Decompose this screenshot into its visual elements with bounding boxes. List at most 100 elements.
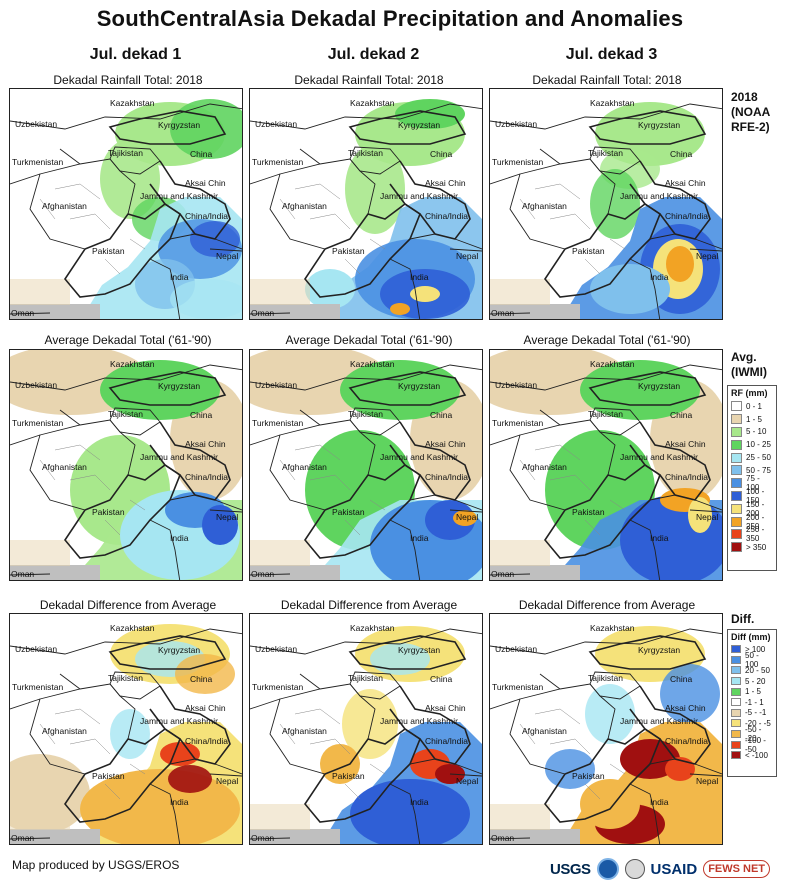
precipitation-field bbox=[250, 350, 482, 580]
legend-label: 250 - 350 bbox=[746, 525, 765, 544]
legend-item: -1 - 1 bbox=[731, 697, 774, 708]
map-label-afghanistan: Afghanistan bbox=[522, 726, 567, 736]
map-label-oman: Oman bbox=[11, 833, 34, 843]
province-borders bbox=[39, 708, 146, 800]
map-label-aksai-chin: Aksai Chin bbox=[425, 439, 466, 449]
legend-label: 0 - 1 bbox=[746, 401, 763, 411]
rainfall-legend: RF (mm) 0 - 1 1 - 5 5 - 10 10 - 25 25 - 50 50… bbox=[727, 385, 777, 571]
map-label-china-india: China/India bbox=[425, 472, 468, 482]
map-label-oman: Oman bbox=[11, 569, 34, 579]
legend-swatch bbox=[731, 503, 742, 514]
legend-item: 25 - 50 bbox=[731, 451, 774, 464]
province-borders bbox=[519, 708, 626, 800]
map-label-aksai-chin: Aksai Chin bbox=[185, 439, 226, 449]
map-average-dekad-1: Kazakhstan Uzbekistan Kyrgyzstan Tajikistan… bbox=[9, 349, 243, 581]
map-label-uzbekistan: Uzbekistan bbox=[255, 119, 297, 129]
subtitle-rainfall-1: Dekadal Rainfall Total: 2018 bbox=[53, 73, 203, 87]
map-label-india: India bbox=[410, 797, 429, 807]
map-label-kazakhstan: Kazakhstan bbox=[110, 98, 155, 108]
map-label-afghanistan: Afghanistan bbox=[42, 201, 87, 211]
map-label-afghanistan: Afghanistan bbox=[282, 726, 327, 736]
legend-label: -1 - 1 bbox=[745, 697, 764, 707]
map-label-china: China bbox=[670, 674, 692, 684]
legend-item: 10 - 25 bbox=[731, 438, 774, 451]
map-label-kyrgyzstan: Kyrgyzstan bbox=[638, 381, 680, 391]
map-label-uzbekistan: Uzbekistan bbox=[15, 119, 57, 129]
map-label-uzbekistan: Uzbekistan bbox=[495, 644, 537, 654]
precipitation-field bbox=[10, 350, 242, 580]
difference-legend: Diff (mm) > 100 50 - 100 20 - 50 5 - 20 1 - … bbox=[727, 629, 777, 777]
map-label-turkmenistan: Turkmenistan bbox=[12, 418, 63, 428]
legend-label: 5 - 10 bbox=[746, 427, 767, 437]
map-label-nepal: Nepal bbox=[216, 776, 238, 786]
column-header-dekad-1: Jul. dekad 1 bbox=[89, 46, 182, 63]
usgs-logo: USGS bbox=[550, 860, 591, 878]
map-label-oman: Oman bbox=[11, 308, 34, 318]
map-label-tajikistan: Tajikistan bbox=[588, 409, 623, 419]
province-borders bbox=[279, 708, 386, 800]
map-label-jammu-kashmir: Jammu and Kashmir bbox=[620, 716, 698, 726]
map-label-nepal: Nepal bbox=[696, 251, 718, 261]
credit-text: Map produced by USGS/EROS bbox=[12, 858, 180, 872]
map-label-kyrgyzstan: Kyrgyzstan bbox=[158, 120, 200, 130]
legend-swatch bbox=[731, 426, 742, 437]
map-label-india: India bbox=[650, 533, 669, 543]
map-label-jammu-kashmir: Jammu and Kashmir bbox=[140, 716, 218, 726]
country-borders bbox=[490, 364, 722, 580]
province-borders bbox=[39, 444, 146, 536]
legend-swatch bbox=[731, 414, 742, 425]
map-label-china-india: China/India bbox=[425, 736, 468, 746]
legend-swatch bbox=[731, 465, 742, 476]
legend-swatch bbox=[731, 655, 741, 664]
map-label-aksai-chin: Aksai Chin bbox=[665, 703, 706, 713]
map-label-oman: Oman bbox=[251, 833, 274, 843]
legend-swatch bbox=[731, 698, 741, 707]
map-label-china: China bbox=[430, 674, 452, 684]
map-label-nepal: Nepal bbox=[456, 512, 478, 522]
map-label-afghanistan: Afghanistan bbox=[282, 201, 327, 211]
side-label-2018: 2018 (NOAA RFE-2) bbox=[731, 90, 771, 134]
map-label-aksai-chin: Aksai Chin bbox=[185, 178, 226, 188]
map-label-kazakhstan: Kazakhstan bbox=[590, 623, 635, 633]
map-label-china-india: China/India bbox=[665, 472, 708, 482]
map-label-china: China bbox=[670, 410, 692, 420]
subtitle-average-1: Average Dekadal Total ('61-'90) bbox=[44, 333, 212, 347]
legend-swatch bbox=[731, 740, 741, 749]
subtitle-average-3: Average Dekadal Total ('61-'90) bbox=[523, 333, 691, 347]
map-label-pakistan: Pakistan bbox=[572, 771, 605, 781]
map-label-kyrgyzstan: Kyrgyzstan bbox=[398, 120, 440, 130]
usaid-logo: USAID bbox=[650, 860, 698, 878]
map-label-kazakhstan: Kazakhstan bbox=[110, 623, 155, 633]
map-label-pakistan: Pakistan bbox=[332, 246, 365, 256]
map-label-india: India bbox=[410, 272, 429, 282]
map-rainfall-dekad-3: Kazakhstan Uzbekistan Kyrgyzstan Tajikistan… bbox=[489, 88, 723, 320]
legend-item: 0 - 1 bbox=[731, 400, 774, 413]
map-label-china-india: China/India bbox=[665, 736, 708, 746]
map-label-oman: Oman bbox=[251, 569, 274, 579]
legend-label: -100 - -50 bbox=[745, 735, 766, 754]
map-label-aksai-chin: Aksai Chin bbox=[425, 178, 466, 188]
province-borders bbox=[519, 183, 626, 275]
legend-label: -20 - -5 bbox=[745, 718, 771, 728]
subtitle-difference-3: Dekadal Difference from Average bbox=[518, 598, 696, 612]
legend-label: 10 - 25 bbox=[746, 440, 771, 450]
map-canvas: Kazakhstan Uzbekistan Kyrgyzstan Tajikistan… bbox=[10, 89, 242, 319]
rainfall-legend-title: RF (mm) bbox=[731, 388, 768, 398]
map-label-china: China bbox=[430, 410, 452, 420]
map-label-nepal: Nepal bbox=[216, 251, 238, 261]
map-label-china-india: China/India bbox=[425, 211, 468, 221]
country-borders bbox=[250, 364, 482, 580]
legend-label: 50 - 75 bbox=[746, 465, 771, 475]
legend-swatch bbox=[731, 452, 742, 463]
legend-label: 1 - 5 bbox=[745, 687, 762, 697]
legend-swatch bbox=[731, 751, 741, 760]
map-difference-dekad-3: Kazakhstan Uzbekistan Kyrgyzstan Tajikistan… bbox=[489, 613, 723, 845]
map-canvas: Kazakhstan Uzbekistan Kyrgyzstan Tajikistan… bbox=[490, 350, 722, 580]
map-label-uzbekistan: Uzbekistan bbox=[15, 644, 57, 654]
map-label-turkmenistan: Turkmenistan bbox=[492, 157, 543, 167]
map-canvas: Kazakhstan Uzbekistan Kyrgyzstan Tajikistan… bbox=[250, 614, 482, 844]
map-label-tajikistan: Tajikistan bbox=[588, 673, 623, 683]
map-difference-dekad-1: Kazakhstan Uzbekistan Kyrgyzstan Tajikistan… bbox=[9, 613, 243, 845]
map-canvas: Kazakhstan Uzbekistan Kyrgyzstan Tajikistan… bbox=[250, 350, 482, 580]
legend-label: 200 - 250 bbox=[746, 512, 765, 531]
